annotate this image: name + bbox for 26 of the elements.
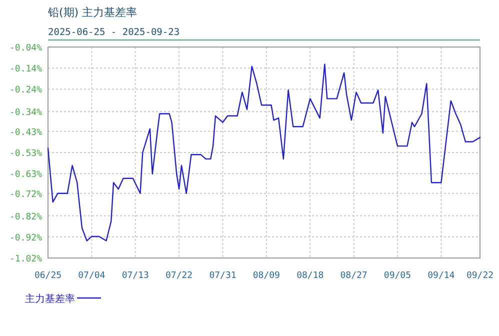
y-tick-label: -0.53% (9, 149, 43, 159)
x-tick-label: 06/25 (34, 271, 62, 281)
y-tick-label: -0.34% (9, 108, 43, 118)
x-tick-label: 09/05 (384, 271, 412, 281)
x-tick-label: 09/22 (466, 271, 494, 281)
x-tick-label: 07/31 (209, 271, 236, 281)
y-tick-label: -0.43% (9, 128, 43, 138)
chart-title: 铅(期) 主力基差率 (47, 6, 138, 19)
y-tick-label: -0.92% (9, 233, 43, 244)
y-tick-label: -0.24% (9, 86, 43, 96)
y-tick-label: -0.63% (9, 170, 43, 180)
y-tick-label: -0.14% (9, 64, 43, 75)
x-tick-label: 09/14 (428, 271, 455, 281)
y-tick-label: -0.72% (9, 190, 43, 200)
y-tick-label: -1.02% (9, 254, 43, 264)
x-tick-label: 08/09 (252, 271, 280, 281)
x-tick-label: 08/27 (340, 271, 368, 281)
x-tick-label: 08/18 (296, 271, 324, 281)
y-tick-label: -0.04% (9, 44, 43, 54)
chart-subtitle: 2025-06-25 - 2025-09-23 (48, 27, 180, 38)
x-tick-label: 07/04 (78, 271, 106, 281)
x-tick-label: 07/22 (166, 271, 193, 281)
y-tick-label: -0.82% (9, 212, 43, 222)
line-series (47, 64, 481, 242)
legend-label: 主力基差率 (25, 293, 75, 305)
x-tick-label: 07/13 (122, 271, 149, 281)
